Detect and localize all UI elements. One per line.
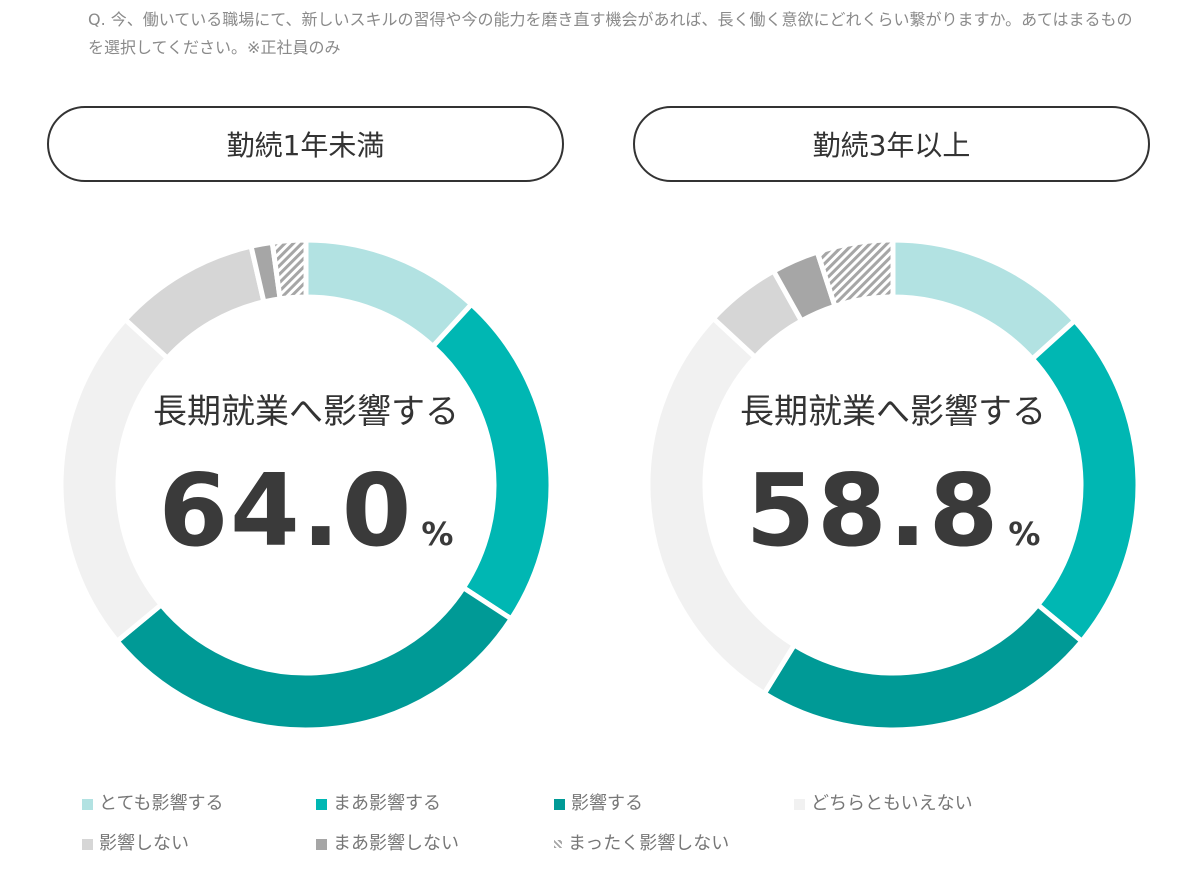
legend-label: 影響しない bbox=[99, 833, 189, 854]
legend-swatch bbox=[82, 798, 93, 810]
donut-segment-1-3 bbox=[113, 584, 515, 733]
legend-item: 影響しない bbox=[82, 832, 189, 856]
center-block-2: 長期就業へ影響する 58.8 % bbox=[713, 390, 1073, 566]
center-number-row-1: 64.0 % bbox=[159, 456, 454, 566]
legend-swatch bbox=[316, 798, 327, 810]
legend-label: まあ影響する bbox=[333, 793, 441, 814]
question-text: Q. 今、働いている職場にて、新しいスキルの習得や今の能力を磨き直す機会があれば… bbox=[88, 10, 1133, 57]
legend-item: とても影響する bbox=[82, 792, 224, 816]
legend-swatch bbox=[316, 838, 327, 850]
center-value-2: 58.8 bbox=[745, 452, 1001, 569]
legend-item: まあ影響する bbox=[316, 792, 441, 816]
legend-label: まあ影響しない bbox=[333, 833, 459, 854]
legend-item: まあ影響しない bbox=[316, 832, 459, 856]
donut-segment-1-5 bbox=[121, 243, 267, 362]
legend-swatch bbox=[554, 798, 565, 810]
legend-swatch bbox=[82, 838, 93, 850]
chart-title-1: 勤続1年未満 bbox=[47, 106, 564, 182]
legend-item: どちらともいえない bbox=[794, 792, 973, 816]
center-value-1: 64.0 bbox=[158, 452, 414, 569]
center-label-2: 長期就業へ影響する bbox=[740, 392, 1046, 432]
chart-title-2: 勤続3年以上 bbox=[633, 106, 1150, 182]
center-unit-2: % bbox=[1008, 515, 1041, 553]
donut-segment-2-7 bbox=[814, 237, 896, 310]
donut-segment-2-3 bbox=[760, 601, 1086, 733]
legend-label: どちらともいえない bbox=[811, 793, 973, 814]
center-unit-1: % bbox=[421, 515, 454, 553]
donut-segment-1-7 bbox=[269, 237, 309, 302]
legend-swatch bbox=[554, 840, 562, 848]
legend-swatch bbox=[794, 798, 805, 810]
legend-item: 影響する bbox=[554, 792, 643, 816]
legend-label: 影響する bbox=[571, 793, 643, 814]
center-number-row-2: 58.8 % bbox=[746, 456, 1041, 566]
center-block-1: 長期就業へ影響する 64.0 % bbox=[126, 390, 486, 566]
legend-label: まったく影響しない bbox=[568, 833, 730, 854]
center-label-1: 長期就業へ影響する bbox=[153, 392, 459, 432]
legend-label: とても影響する bbox=[99, 793, 224, 814]
donut-segment-2-1 bbox=[890, 237, 1079, 363]
legend-item: まったく影響しない bbox=[554, 832, 729, 856]
